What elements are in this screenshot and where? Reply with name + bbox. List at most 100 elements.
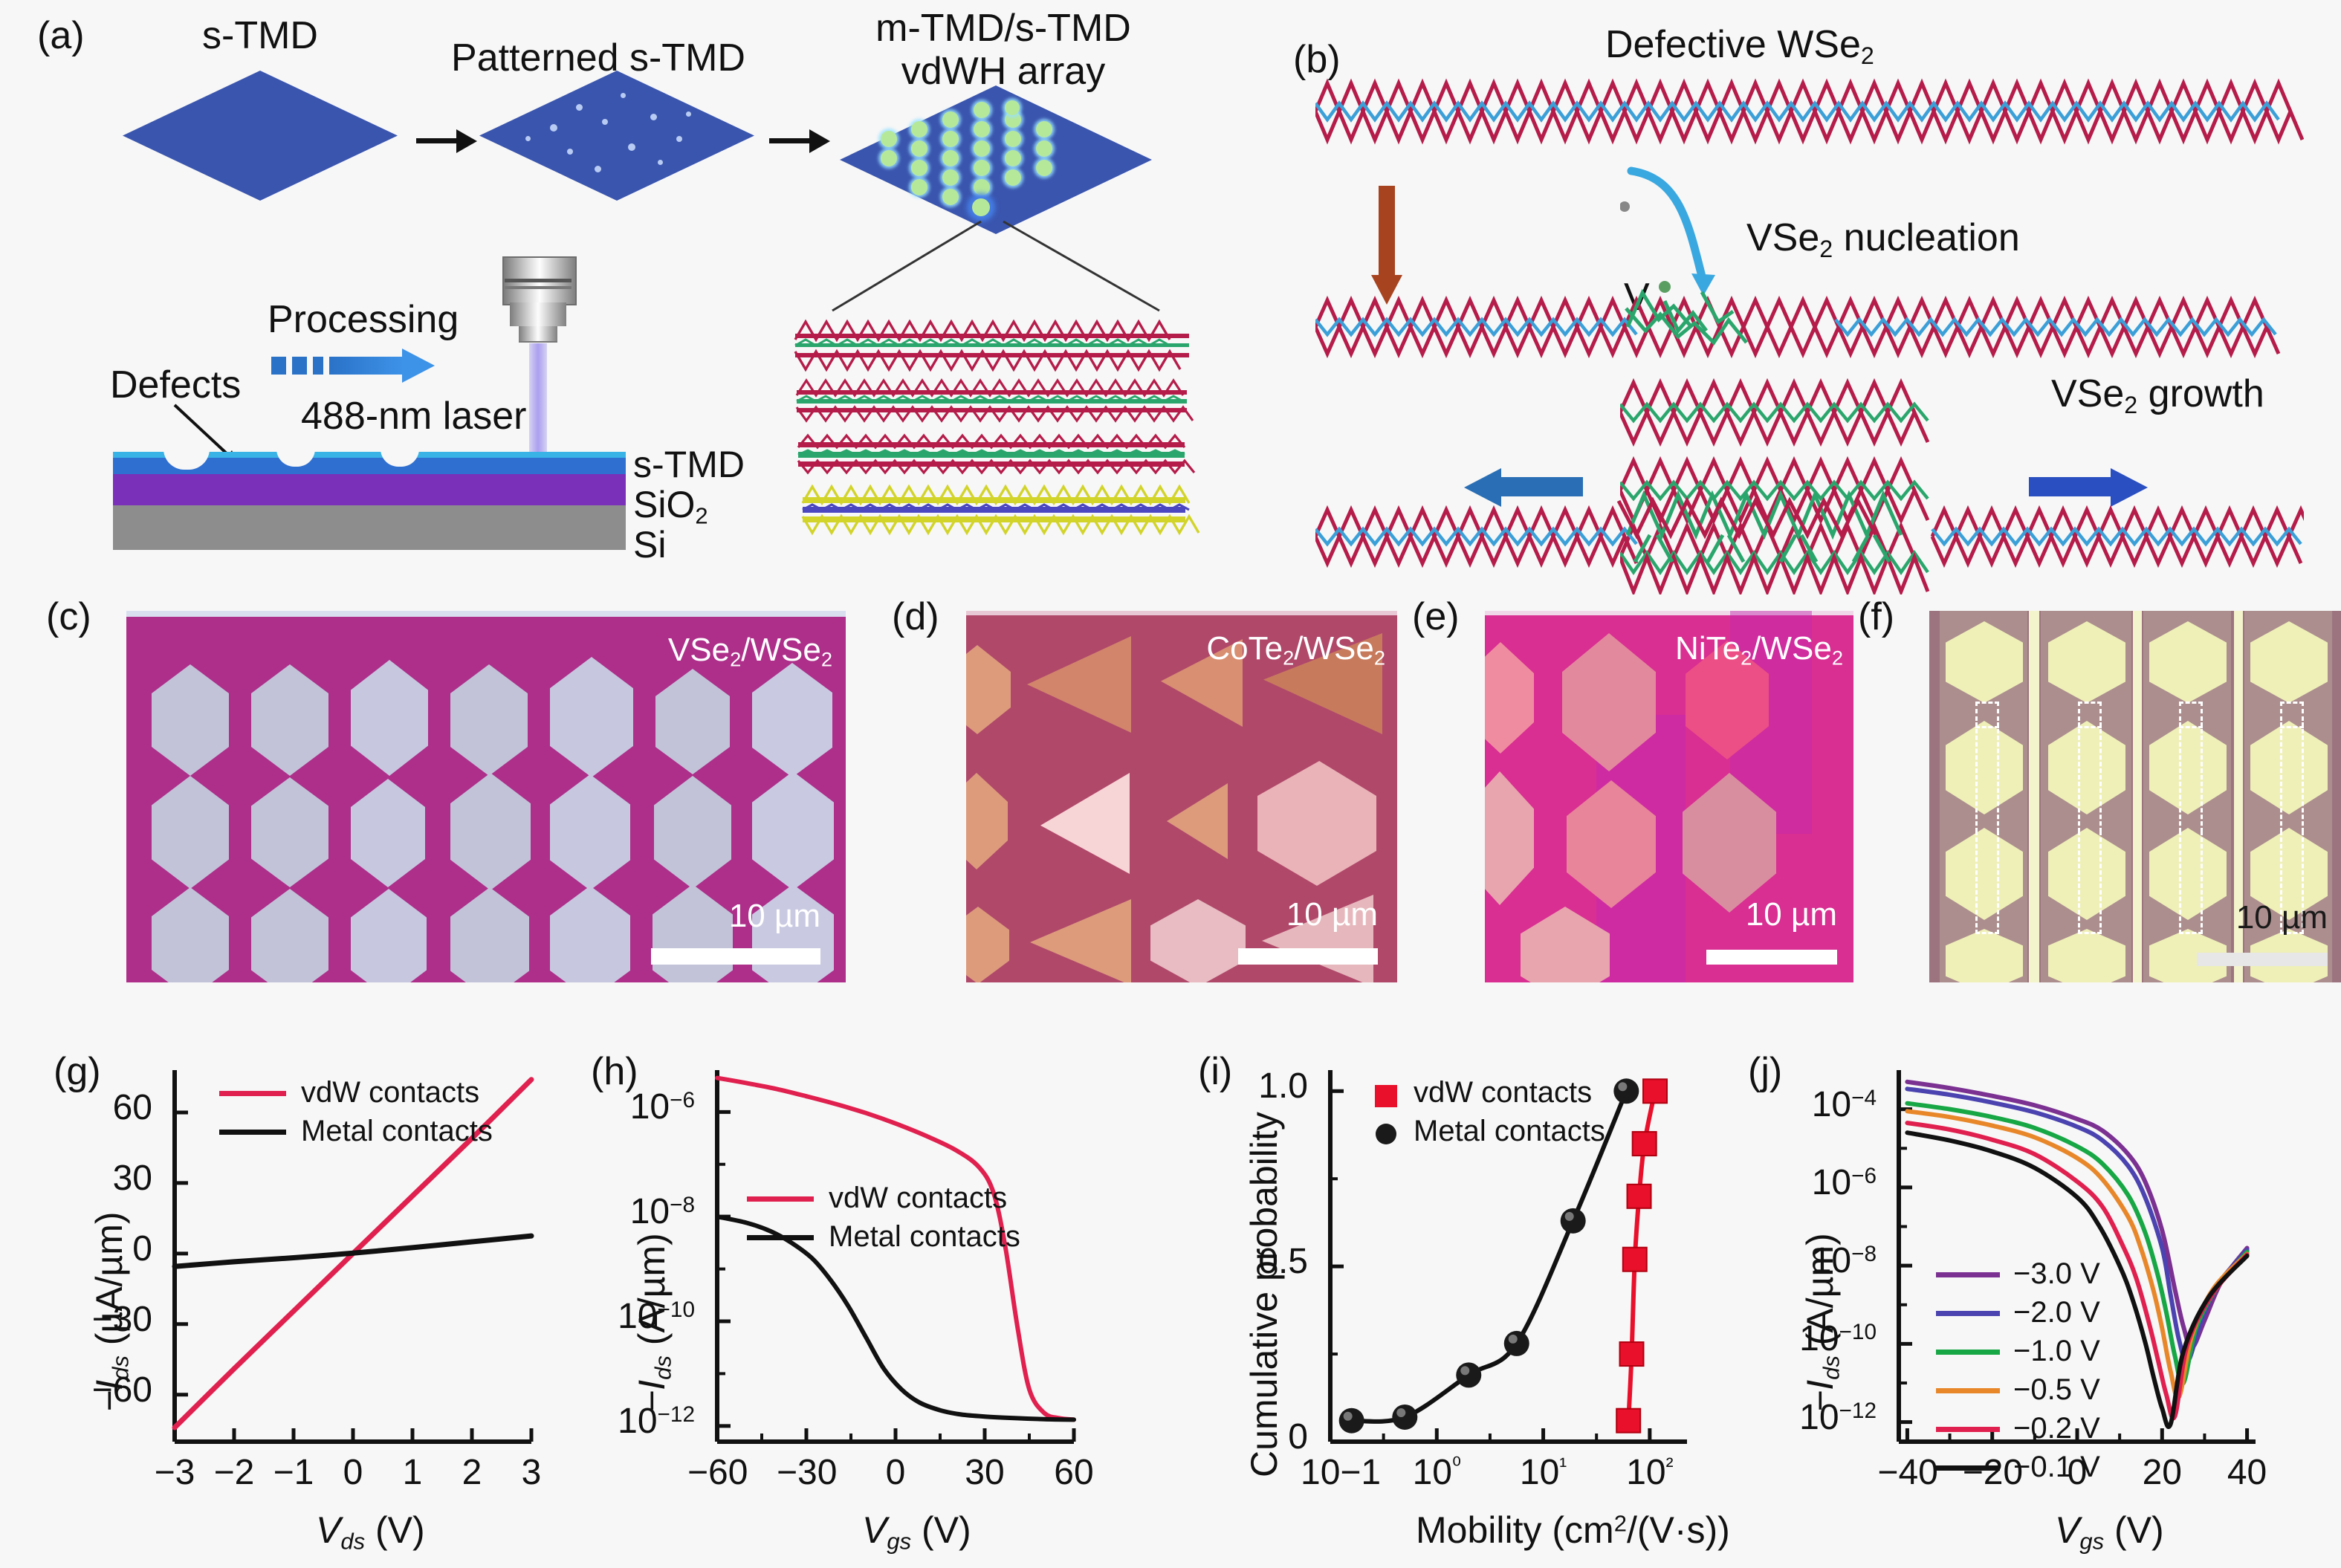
micrograph-c-scalebar-label: 10 µm xyxy=(728,898,820,934)
nucleation-label: VSe2 nucleation xyxy=(1746,216,2020,263)
series-g-1 xyxy=(172,1233,534,1269)
panel-g-label: (g) xyxy=(54,1050,101,1093)
xtick-h-4: 60 xyxy=(1054,1453,1094,1492)
xtick-j-0: −40 xyxy=(1877,1453,1938,1492)
panel-a-step3-title-line2: vdWH array xyxy=(901,50,1106,93)
lattice-defective-wse2 xyxy=(1315,78,2304,145)
xtick-g-0: −3 xyxy=(154,1453,195,1492)
xtick-i-3: 10² xyxy=(1626,1453,1674,1492)
ytick-j-1: 10−6 xyxy=(1811,1162,1877,1202)
series-j-5 xyxy=(1905,1130,2250,1429)
cross-section-sample xyxy=(113,446,626,550)
ytick-j-3: 10−10 xyxy=(1799,1319,1877,1359)
panel-g-xlabel: Vds (V) xyxy=(316,1509,425,1555)
ytick-h-2: 10−10 xyxy=(618,1297,695,1337)
legend-label-j-1: −2.0 V xyxy=(2013,1296,2100,1329)
ytick-g-0: −60 xyxy=(91,1370,152,1410)
micrograph-f-scalebar-label: 10 µm xyxy=(2235,899,2328,936)
xtick-g-3: 0 xyxy=(343,1453,363,1492)
growth-label: VSe2 growth xyxy=(2051,372,2264,419)
micrograph-e-scalebar xyxy=(1706,950,1837,965)
legend-marker-h-0 xyxy=(747,1196,814,1202)
ytick-i-2: 1.0 xyxy=(1258,1066,1308,1107)
processing-label: Processing xyxy=(268,298,459,341)
callout-lines xyxy=(832,220,1160,312)
panel-d-label: (d) xyxy=(892,595,939,638)
legend-label-h-0: vdW contacts xyxy=(829,1182,1008,1214)
ytick-h-0: 10−6 xyxy=(629,1087,695,1127)
xtick-j-2: 0 xyxy=(2067,1453,2088,1492)
xtick-g-4: 1 xyxy=(402,1453,423,1492)
arrow-right-blue xyxy=(2029,468,2148,507)
objective-lens xyxy=(502,256,577,346)
ytick-j-0: 10−4 xyxy=(1811,1084,1877,1124)
ytick-h-3: 10−12 xyxy=(618,1401,695,1441)
lattice-vse2-cluster-1 xyxy=(1620,378,1930,447)
legend-marker-j-0 xyxy=(1936,1272,2000,1277)
ytick-g-4: 60 xyxy=(112,1087,152,1127)
legend-label-h-1: Metal contacts xyxy=(829,1220,1020,1253)
stack-label-sio2: SiO2 xyxy=(633,484,708,529)
panel-i-label: (i) xyxy=(1198,1050,1233,1093)
panel-a-step2-title: Patterned s-TMD xyxy=(451,36,745,80)
legend-marker-j-3 xyxy=(1936,1388,2000,1393)
xtick-j-3: 20 xyxy=(2142,1453,2182,1492)
lattice-nucleated xyxy=(1315,288,2281,359)
xtick-j-4: 40 xyxy=(2227,1453,2267,1492)
xtick-g-5: 2 xyxy=(462,1453,482,1492)
micrograph-d-scalebar xyxy=(1238,948,1378,965)
xtick-j-1: −20 xyxy=(1962,1453,2024,1492)
series-i-0 xyxy=(1616,1078,1668,1433)
micrograph-f[interactable]: 10 µm xyxy=(1929,611,2341,982)
legend-marker-i-0 xyxy=(1375,1085,1397,1107)
xtick-i-1: 10⁰ xyxy=(1412,1453,1461,1492)
panel-a-step3-title-line1: m-TMD/s-TMD xyxy=(875,7,1131,50)
legend-label-j-2: −1.0 V xyxy=(2013,1335,2100,1367)
chart-plots xyxy=(172,1070,2256,1444)
micrograph-d[interactable]: CoTe2/WSe2 10 µm xyxy=(966,611,1397,982)
micrograph-e[interactable]: NiTe2/WSe2 10 µm xyxy=(1485,611,1853,982)
legend-label-i-1: Metal contacts xyxy=(1414,1115,1605,1147)
legend-marker-j-5 xyxy=(1936,1465,2000,1471)
processing-arrow xyxy=(271,349,450,383)
laser-beam xyxy=(529,343,547,453)
panel-j-xlabel: Vgs (V) xyxy=(2055,1509,2164,1555)
slab-stmd xyxy=(123,71,398,211)
xtick-h-1: −30 xyxy=(777,1453,838,1492)
xtick-g-6: 3 xyxy=(521,1453,542,1492)
series-h-0 xyxy=(715,1075,1076,1422)
xtick-h-0: −60 xyxy=(687,1453,748,1492)
stack-label-stmd: s-TMD xyxy=(633,444,745,485)
legend-marker-j-4 xyxy=(1936,1427,2000,1432)
panel-b-title: Defective WSe2 xyxy=(1605,23,1874,70)
xtick-i-2: 10¹ xyxy=(1519,1453,1567,1492)
legend-marker-g-1 xyxy=(219,1130,286,1135)
legend-label-g-0: vdW contacts xyxy=(301,1076,480,1109)
panel-h-xlabel: Vgs (V) xyxy=(862,1509,971,1555)
panel-h-label: (h) xyxy=(591,1050,638,1093)
ytick-g-3: 30 xyxy=(112,1158,152,1198)
xtick-i-0: 10−1 xyxy=(1301,1453,1382,1492)
ytick-g-2: 0 xyxy=(132,1228,152,1269)
legend-label-j-3: −0.5 V xyxy=(2013,1373,2100,1406)
defects-label: Defects xyxy=(110,363,242,406)
micrograph-c-scalebar xyxy=(651,948,820,965)
legend-label-j-4: −0.2 V xyxy=(2013,1412,2100,1445)
panel-e-label: (e) xyxy=(1412,595,1460,638)
micrograph-e-scalebar-label: 10 µm xyxy=(1745,896,1837,933)
slab-patterned-stmd xyxy=(479,71,754,211)
legend-label-g-1: Metal contacts xyxy=(301,1115,493,1147)
panel-c-label: (c) xyxy=(46,595,91,638)
series-j-1 xyxy=(1905,1086,2250,1364)
legend-label-j-5: −0.1 V xyxy=(2013,1451,2100,1483)
micrograph-c[interactable]: VSe2/WSe2 10 µm xyxy=(126,611,846,982)
panel-a-label: (a) xyxy=(37,14,85,57)
series-i-1 xyxy=(1338,1078,1639,1433)
legend-marker-j-1 xyxy=(1936,1311,2000,1316)
stack-label-si: Si xyxy=(633,524,667,566)
micrograph-f-scalebar xyxy=(2197,953,2328,966)
panel-a-step1-title: s-TMD xyxy=(202,14,318,57)
ytick-j-4: 10−12 xyxy=(1799,1397,1877,1437)
panel-f-label: (f) xyxy=(1858,595,1895,638)
laser-label: 488-nm laser xyxy=(301,395,527,438)
